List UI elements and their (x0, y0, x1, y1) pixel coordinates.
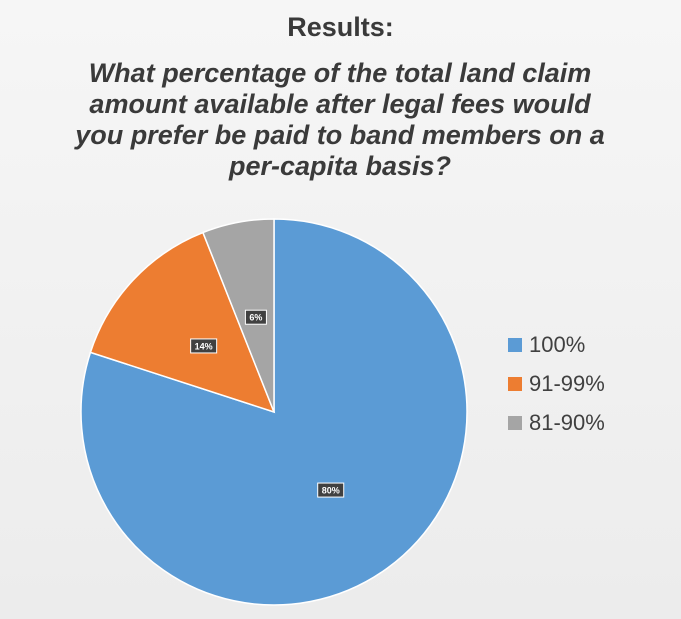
legend-label: 100% (529, 332, 585, 357)
pie-slice (89, 231, 276, 414)
data-label: 6% (249, 313, 262, 323)
chart-subtitle: What percentage of the total land claim … (75, 58, 605, 181)
legend-swatch (508, 377, 522, 391)
data-label: 14% (195, 341, 213, 351)
legend-swatch (508, 416, 522, 430)
data-label: 80% (322, 485, 340, 495)
legend-swatch (508, 338, 522, 352)
data-label-bg (317, 482, 345, 498)
data-label-bg (244, 309, 267, 325)
chart-title: Results: (287, 12, 394, 42)
data-label-bg (190, 338, 218, 354)
legend-label: 91-99% (529, 371, 605, 396)
pie-slice (201, 218, 275, 413)
legend-label: 81-90% (529, 410, 605, 435)
